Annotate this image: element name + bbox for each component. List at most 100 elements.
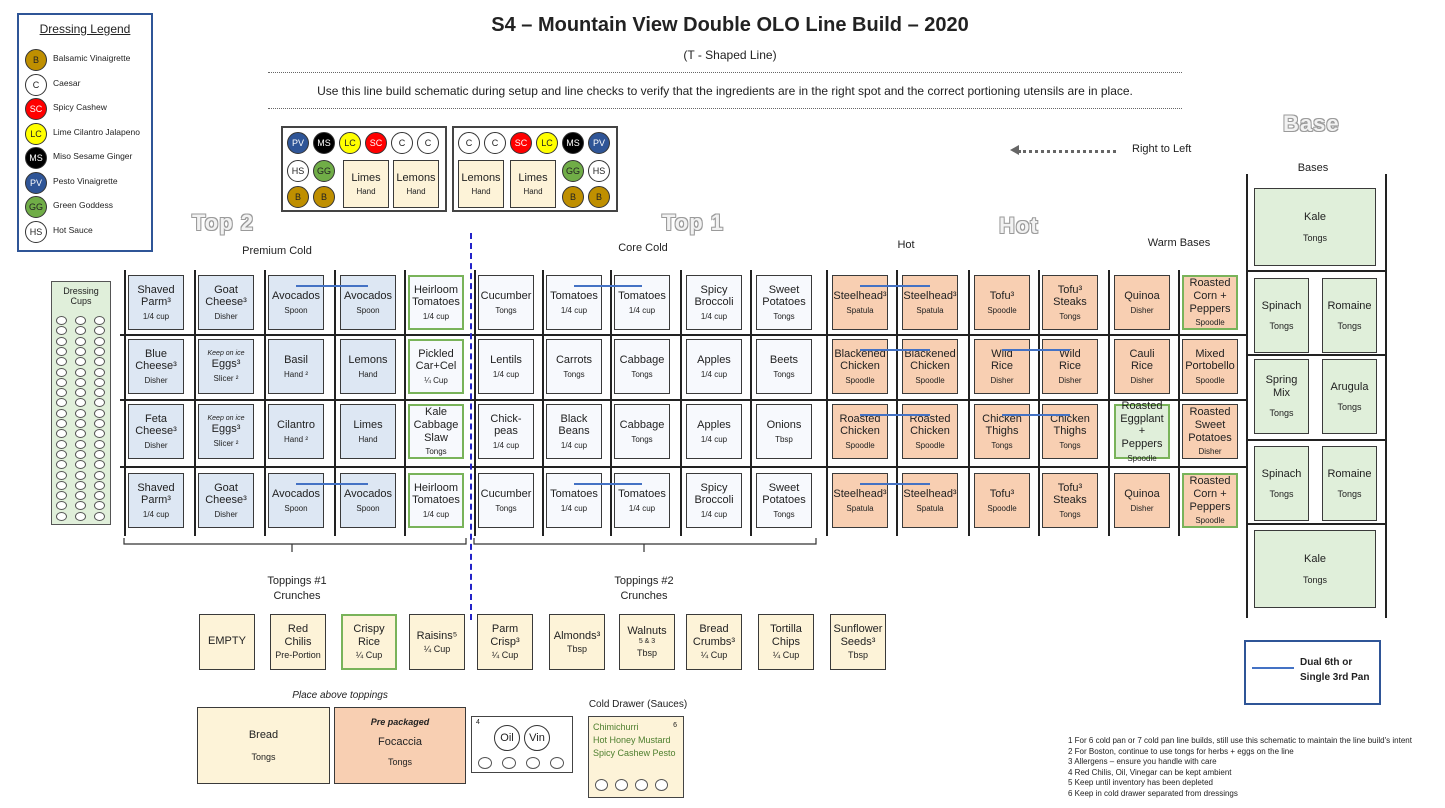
pan-utensil: Hand (358, 434, 378, 444)
pan-name: Roasted Eggplant + Peppers (1120, 400, 1164, 451)
grid-col-divider (542, 270, 544, 536)
pan-name: Lemons (461, 171, 501, 184)
pan-utensil: Disher (144, 376, 168, 386)
dressing-cup-icon (56, 470, 67, 480)
dressing-cup-icon (94, 460, 105, 470)
pan-utensil: Tongs (1269, 489, 1294, 500)
pan-name: Kale (1303, 553, 1327, 565)
pan-utensil: Spatula (846, 503, 874, 513)
dressing-circle-icon: GG (313, 160, 335, 182)
oil-vin-box: 4 Oil Vin (471, 716, 573, 773)
cup-icon (655, 779, 668, 791)
pan-2-12: Chicken Thighs Tongs (974, 404, 1030, 459)
dressing-cup-icon (94, 388, 105, 398)
grid-col-divider (826, 270, 828, 536)
pan-utensil: Tongs (563, 369, 585, 379)
pan-2-15: Roasted Sweet Potatoes Disher (1182, 404, 1238, 459)
legend-label: Spicy Cashew (53, 102, 107, 112)
pan-utensil: ¼ Cup (424, 376, 448, 386)
pan-name: Tofu³ (989, 488, 1015, 501)
pan-name: Heirloom Tomatoes (412, 481, 460, 507)
pan-name: Basil (284, 354, 308, 367)
pan-utensil: Spatula (916, 503, 944, 513)
pan-3-15: Roasted Corn + Peppers Spoodle (1182, 473, 1238, 528)
dressing-cup-icon (56, 439, 67, 449)
divider-bottom (268, 108, 1182, 109)
dressing-cups-label: Dressing Cups (63, 286, 99, 306)
pan-name: Avocados (271, 290, 321, 303)
pan-0-0: Shaved Parm³ 1/4 cup (128, 275, 184, 330)
pan-name: Kale (1303, 211, 1327, 223)
legend-swatch-icon: B (25, 49, 47, 71)
pan-utensil: Tongs (631, 434, 653, 444)
pan-utensil: Slicer ² (213, 438, 239, 448)
focaccia-name: Focaccia (377, 736, 423, 749)
pan-0-5: Cucumber Tongs (478, 275, 534, 330)
pan-2-2: Cilantro Hand ² (268, 404, 324, 459)
pan-1-4: Pickled Car+Cel ¼ Cup (408, 339, 464, 394)
label-toppings2: Toppings #2 Crunches (614, 575, 674, 602)
pan-name: Limes (351, 171, 381, 184)
dressing-circle-icon: B (313, 186, 335, 208)
dressing-cup-icon (75, 336, 86, 346)
pan-0-7: Tomatoes 1/4 cup (614, 275, 670, 330)
dressing-box-right: C C SC LC MS PV GG HS B B Lemons Hand Limes Hand (452, 126, 618, 212)
pan-utensil: Tongs (425, 447, 447, 457)
topping-pan-0: EMPTY (199, 614, 255, 670)
label-warm-bases: Warm Bases (1147, 237, 1211, 249)
legend-swatch-icon: PV (25, 171, 47, 194)
pan-utensil: Tbsp (775, 434, 793, 444)
pan-name: Mixed Portobello (1185, 347, 1235, 373)
dressing-cup-icon (56, 398, 67, 408)
base-pan-1: Spinach Tongs (1254, 278, 1309, 353)
dressing-cup-icon (75, 388, 86, 398)
section-base: Base (1283, 111, 1340, 136)
pan-name: Blackened Chicken (904, 347, 956, 373)
grid-col-divider (264, 270, 266, 536)
pan-2-11: Roasted Chicken Spoodle (902, 404, 958, 459)
dressing-cup-icon (75, 357, 86, 367)
pan-name: Tofu³ Steaks (1053, 283, 1087, 309)
pan-name: Steelhead³ (833, 290, 887, 303)
pan-3-11: Steelhead³ Spatula (902, 473, 958, 528)
pan-1-15: Mixed Portobello Spoodle (1182, 339, 1238, 394)
page-title: S4 – Mountain View Double OLO Line Build… (491, 14, 969, 36)
pan-name: Lentils (490, 354, 522, 367)
base-divider (1385, 174, 1387, 618)
dressing-cup-icon (94, 480, 105, 490)
legend-label: Miso Sesame Ginger (53, 151, 133, 161)
legend-label: Green Goddess (53, 200, 114, 210)
base-pan-2: Romaine Tongs (1322, 278, 1377, 353)
dual-pan-marker (860, 349, 930, 351)
pan-utensil: Spoodle (845, 441, 875, 451)
sauce-chimichurri: Chimichurri (593, 722, 639, 732)
pan-utensil: Pre-Portion (275, 650, 321, 661)
dressing-cup-icon (94, 398, 105, 408)
dual-pan-marker (574, 285, 642, 287)
pan-name: Cilantro (277, 419, 315, 432)
pan-0-4: Heirloom Tomatoes 1/4 cup (408, 275, 464, 330)
pan-utensil: Disher (1130, 503, 1154, 513)
pan-name: Spring Mix (1265, 374, 1298, 399)
dressing-cup-icon (56, 480, 67, 490)
divider-top (268, 72, 1182, 73)
topping-pan-2: Crispy Rice ¼ Cup (341, 614, 397, 670)
base-row-divider (1246, 354, 1386, 356)
pan-name: Arugula (1330, 380, 1369, 393)
dressing-circle-icon: B (588, 186, 610, 208)
dressing-cup-icon (56, 357, 67, 367)
footnote: 2 For Boston, continue to use tongs for … (1068, 746, 1294, 756)
pan-1-14: Cauli Rice Disher (1114, 339, 1170, 394)
footnote: 6 Keep in cold drawer separated from dre… (1068, 788, 1238, 798)
label-premium-cold: Premium Cold (242, 245, 312, 257)
dressing-circle-icon: MS (562, 132, 584, 154)
cup-icon (526, 757, 540, 769)
pan-name: Walnuts (627, 625, 667, 638)
pan-utensil: Tongs (773, 510, 795, 520)
pan-name: Tofu³ (989, 290, 1015, 303)
dressing-cup-icon (94, 367, 105, 377)
vin-bottle: Vin (524, 725, 550, 751)
sauce-footnote: 6 (673, 722, 677, 729)
footnote: 5 Keep until inventory has been depleted (1068, 778, 1213, 787)
pan-name: Cauli Rice (1129, 347, 1155, 373)
